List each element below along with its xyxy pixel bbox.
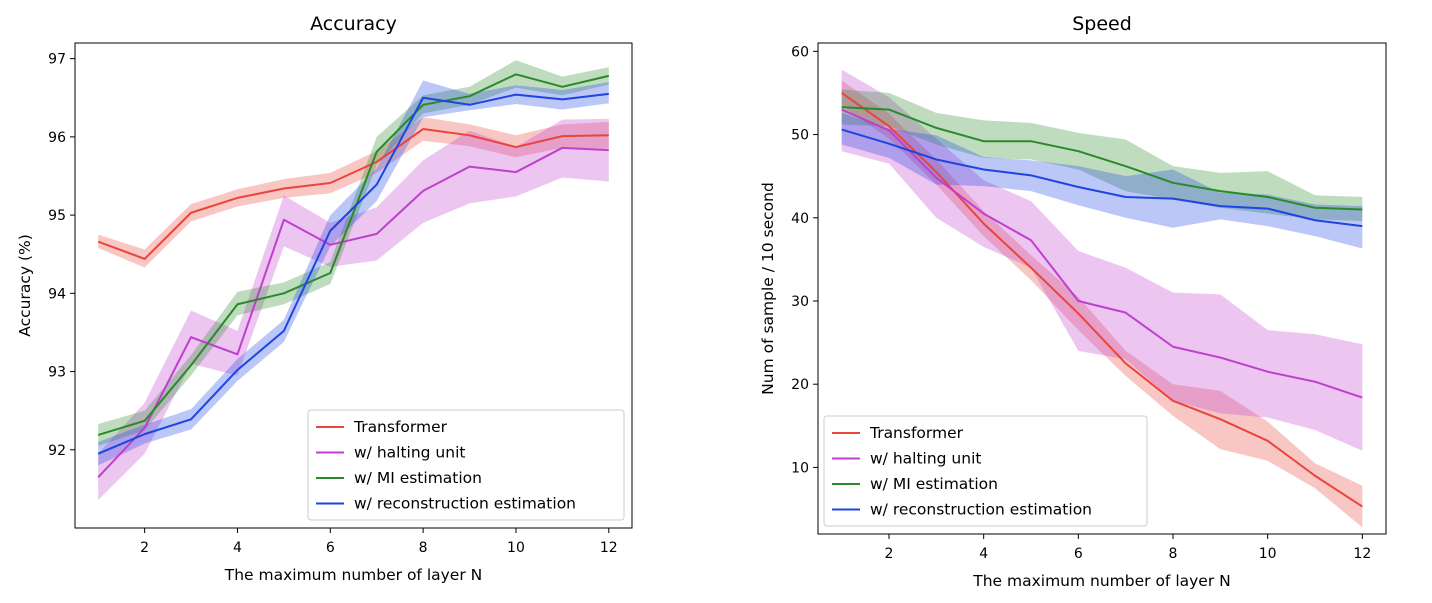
- x-tick-label: 6: [1074, 546, 1083, 562]
- x-tick-label: 4: [979, 546, 988, 562]
- chart-title: Accuracy: [310, 13, 397, 35]
- x-tick-label: 4: [233, 540, 242, 556]
- y-tick-label: 50: [791, 128, 809, 144]
- legend: Transformer w/ halting unit w/ MI estimati…: [307, 409, 625, 521]
- legend-entry: w/ halting unit: [354, 444, 465, 462]
- y-tick-label: 40: [791, 211, 809, 227]
- legend-entry: w/ halting unit: [870, 450, 981, 468]
- series-line: [841, 92, 1363, 508]
- x-tick-label: 6: [326, 540, 335, 556]
- y-tick-label: 96: [48, 130, 66, 146]
- x-tick-label: 10: [507, 540, 525, 556]
- y-tick-label: 60: [791, 44, 809, 60]
- confidence-band: [98, 80, 609, 466]
- axes-frame: [74, 42, 633, 529]
- legend-entry: w/ reconstruction estimation: [870, 501, 1092, 519]
- legend-box: [307, 409, 625, 521]
- x-tick-label: 2: [885, 546, 894, 562]
- legend: Transformer w/ halting unit w/ MI estimati…: [823, 415, 1148, 527]
- legend-entry: w/ MI estimation: [354, 469, 482, 487]
- confidence-band: [98, 60, 609, 446]
- y-tick-label: 97: [48, 52, 66, 68]
- plot-area: [841, 69, 1363, 528]
- y-tick-label: 10: [791, 460, 809, 476]
- y-axis-label: Accuracy (%): [16, 234, 34, 337]
- x-tick-label: 10: [1259, 546, 1277, 562]
- y-tick-label: 94: [48, 286, 66, 302]
- series-line: [97, 128, 609, 260]
- x-tick-label: 8: [1169, 546, 1178, 562]
- accuracy-chart: Accuracy The maximum number of layer N A…: [16, 13, 633, 584]
- confidence-band: [98, 117, 609, 268]
- series-line: [841, 128, 1363, 228]
- x-tick-label: 12: [600, 540, 618, 556]
- confidence-band: [841, 69, 1363, 451]
- y-tick-label: 95: [48, 208, 66, 224]
- confidence-band: [841, 112, 1363, 249]
- y-tick-label: 20: [791, 377, 809, 393]
- plot-area: [97, 60, 610, 500]
- series-line: [97, 92, 609, 455]
- y-tick-label: 93: [48, 365, 66, 381]
- series-line: [97, 73, 610, 436]
- speed-chart: Speed The maximum number of layer N Num …: [759, 13, 1387, 590]
- x-tick-label: 2: [140, 540, 149, 556]
- series-line: [841, 108, 1363, 399]
- x-axis-label: The maximum number of layer N: [224, 566, 482, 584]
- y-axis-label: Num of sample / 10 second: [759, 182, 777, 395]
- x-tick-label: 12: [1353, 546, 1371, 562]
- legend-entry: Transformer: [869, 424, 964, 442]
- series-line: [841, 106, 1363, 211]
- series-line: [97, 146, 609, 478]
- y-tick-label: 92: [48, 443, 66, 459]
- x-tick-label: 8: [419, 540, 428, 556]
- legend-entry: w/ MI estimation: [870, 475, 998, 493]
- confidence-band: [841, 80, 1363, 528]
- legend-box: [823, 415, 1148, 527]
- legend-entry: Transformer: [353, 418, 448, 436]
- y-tick-label: 30: [791, 294, 809, 310]
- chart-title: Speed: [1072, 13, 1132, 35]
- confidence-band: [98, 118, 609, 500]
- confidence-band: [841, 89, 1363, 222]
- legend-entry: w/ reconstruction estimation: [354, 495, 576, 513]
- axes-frame: [817, 42, 1387, 535]
- x-axis-label: The maximum number of layer N: [972, 572, 1230, 590]
